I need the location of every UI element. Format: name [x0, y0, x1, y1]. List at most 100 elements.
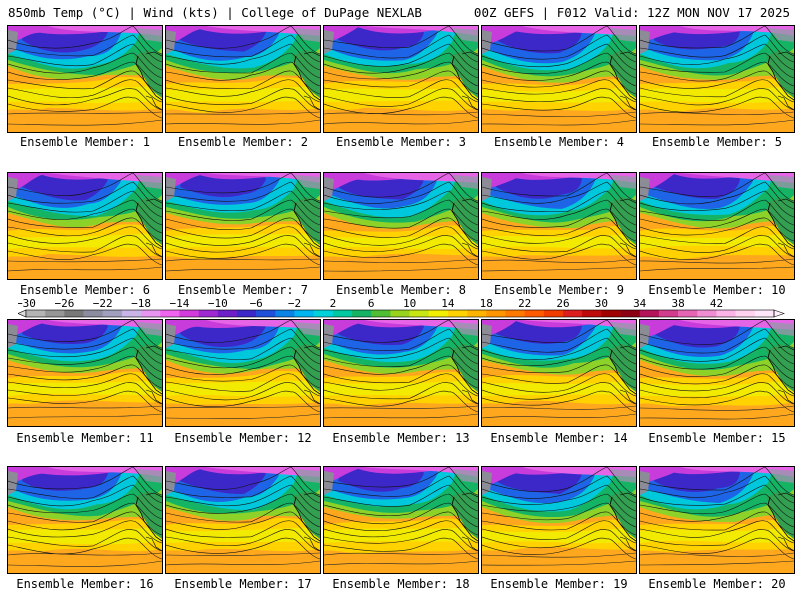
temperature-wind-map	[482, 320, 636, 426]
colorbar-swatch	[332, 310, 353, 317]
colorbar-tick-label: 38	[671, 298, 684, 310]
colorbar-tick-label: 2	[330, 298, 337, 310]
colorbar-swatch	[486, 310, 506, 317]
colorbar-swatch	[352, 310, 372, 317]
ensemble-member-label: Ensemble Member: 10	[648, 283, 786, 297]
ensemble-member-label: Ensemble Member: 8	[335, 283, 467, 297]
colorbar-swatch	[447, 310, 468, 317]
temperature-wind-map	[8, 467, 162, 573]
colorbar-swatch	[26, 310, 46, 317]
colorbar-swatch	[83, 310, 104, 317]
colorbar-swatch	[467, 310, 487, 317]
colorbar-tick-label: −6	[250, 298, 263, 310]
temperature-wind-map	[482, 26, 636, 132]
colorbar-swatch	[160, 310, 180, 317]
colorbar-swatch	[236, 310, 257, 317]
ensemble-map-panel	[639, 466, 795, 574]
ensemble-member-label: Ensemble Member: 4	[493, 135, 625, 149]
temperature-wind-map	[640, 320, 794, 426]
colorbar-swatch	[275, 310, 295, 317]
ensemble-map-panel	[7, 319, 163, 427]
colorbar-swatch	[601, 310, 621, 317]
colorbar-swatch	[198, 310, 219, 317]
colorbar-swatch	[409, 310, 430, 317]
colorbar-swatch	[563, 310, 583, 317]
ensemble-map-panel	[639, 25, 795, 133]
ensemble-member-label: Ensemble Member: 7	[177, 283, 309, 297]
ensemble-map-panel	[165, 25, 321, 133]
colorbar-tick-label: 34	[633, 298, 647, 310]
temperature-wind-map	[324, 173, 478, 279]
ensemble-member-label: Ensemble Member: 1	[19, 135, 151, 149]
ensemble-map-panel	[481, 466, 637, 574]
colorbar-swatch	[371, 310, 391, 317]
temperature-wind-map	[8, 320, 162, 426]
ensemble-member-label: Ensemble Member: 18	[332, 577, 470, 591]
ensemble-member-label: Ensemble Member: 20	[648, 577, 786, 591]
colorbar-swatch	[678, 310, 698, 317]
ensemble-member-label: Ensemble Member: 15	[648, 431, 786, 445]
ensemble-map-panel	[165, 466, 321, 574]
colorbar-tick-label: −26	[54, 298, 74, 310]
temperature-wind-map	[166, 467, 320, 573]
ensemble-map-panel	[323, 466, 479, 574]
ensemble-member-label: Ensemble Member: 16	[16, 577, 154, 591]
colorbar-tick-label: 26	[556, 298, 569, 310]
ensemble-map-panel	[7, 466, 163, 574]
colorbar-swatch	[697, 310, 717, 317]
colorbar-swatch	[45, 310, 65, 317]
colorbar-tick-label: −14	[169, 298, 189, 310]
colorbar-tick-label: −22	[93, 298, 113, 310]
ensemble-member-label: Ensemble Member: 17	[174, 577, 312, 591]
ensemble-member-label: Ensemble Member: 12	[174, 431, 312, 445]
ensemble-member-label: Ensemble Member: 11	[16, 431, 154, 445]
ensemble-map-panel	[7, 172, 163, 280]
ensemble-member-label: Ensemble Member: 9	[493, 283, 625, 297]
colorbar-tick-label: 14	[441, 298, 455, 310]
ensemble-member-label: Ensemble Member: 19	[490, 577, 628, 591]
ensemble-member-label: Ensemble Member: 6	[19, 283, 151, 297]
colorbar-swatch	[313, 310, 334, 317]
colorbar-tick-label: −10	[208, 298, 228, 310]
colorbar-swatch	[524, 310, 545, 317]
colorbar-swatch	[428, 310, 449, 317]
colorbar-swatch	[179, 310, 199, 317]
colorbar-swatch	[658, 310, 679, 317]
colorbar-swatch	[505, 310, 525, 317]
ensemble-map-panel	[165, 319, 321, 427]
ensemble-map-panel	[639, 319, 795, 427]
temperature-wind-map	[166, 173, 320, 279]
colorbar-tick-label: 22	[518, 298, 531, 310]
colorbar-swatch	[735, 310, 756, 317]
colorbar-left-arrow	[18, 309, 27, 318]
ensemble-map-panel	[639, 172, 795, 280]
temperature-wind-map	[640, 467, 794, 573]
colorbar-tick-label: 18	[480, 298, 493, 310]
temperature-wind-map	[8, 26, 162, 132]
temperature-wind-map	[324, 26, 478, 132]
colorbar-tick-label: 30	[595, 298, 608, 310]
temperature-wind-map	[324, 320, 478, 426]
colorbar-tick-label: 10	[403, 298, 416, 310]
colorbar-swatch	[141, 310, 161, 317]
ensemble-map-panel	[165, 172, 321, 280]
temperature-wind-map	[324, 467, 478, 573]
temperature-colorbar: −30 −26 −22 −18 −14 −10 −6 −2 2 6 10 14 18 22 26 30 34 38…	[18, 298, 785, 318]
temperature-wind-map	[482, 173, 636, 279]
colorbar-right-arrow	[773, 309, 785, 318]
colorbar-tick-label: −30	[18, 298, 36, 310]
colorbar-tick-label: 42	[710, 298, 723, 310]
colorbar-outline	[25, 309, 775, 318]
ensemble-map-panel	[481, 319, 637, 427]
ensemble-map-panel	[481, 25, 637, 133]
colorbar-swatch	[543, 310, 564, 317]
colorbar-swatch	[716, 310, 736, 317]
colorbar-swatch	[294, 310, 314, 317]
temperature-wind-map	[166, 26, 320, 132]
ensemble-map-panel	[481, 172, 637, 280]
temperature-wind-map	[640, 173, 794, 279]
colorbar-swatch	[390, 310, 410, 317]
temperature-wind-map	[166, 320, 320, 426]
colorbar-swatch	[64, 310, 84, 317]
colorbar-swatch	[102, 310, 123, 317]
